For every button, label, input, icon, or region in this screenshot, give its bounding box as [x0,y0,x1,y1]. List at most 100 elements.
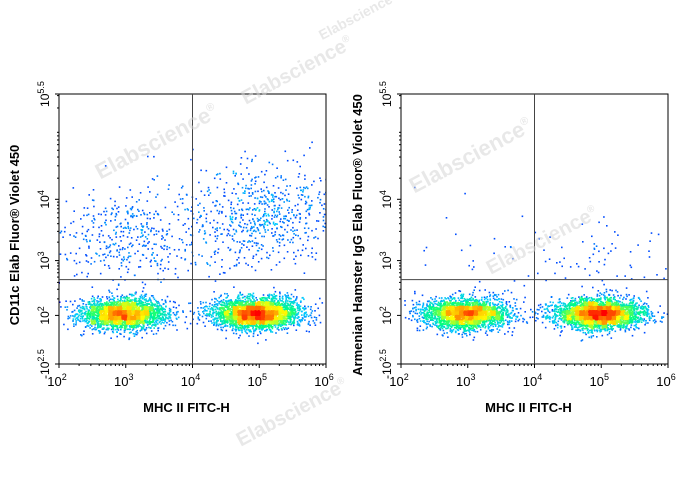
event-dot-992 [274,204,276,207]
event-dot-245 [98,226,100,229]
event-dot-497 [310,252,313,254]
event-dot-702 [132,244,134,246]
event-dot-2720 [110,303,113,305]
event-dot-1425 [272,196,274,198]
event-dot-4885 [234,313,237,316]
event-dot-2514 [284,308,286,310]
event-dot-1367 [203,306,206,308]
event-dot-627 [313,316,316,318]
event-dot-4409 [276,317,279,319]
event-dot-1237 [264,229,266,231]
event-dot-2669 [220,312,222,314]
event-dot-237 [139,266,142,268]
event-dot-52 [103,332,106,335]
event-dot-715 [144,245,146,247]
event-dot-259 [86,207,89,209]
event-dot-4064 [266,303,269,305]
event-dot-539 [225,166,228,169]
event-dot-2851 [290,312,293,315]
event-dot-621 [286,328,288,330]
event-dot-415 [298,173,301,175]
event-dot-1841 [97,301,99,304]
event-dot-1254 [259,224,262,227]
event-dot-1500 [262,328,264,330]
event-dot-1343 [297,324,300,326]
event-dot-3650 [276,322,279,325]
event-dot-467 [233,188,235,190]
event-dot-1922 [292,316,294,318]
event-dot-709 [146,213,149,216]
event-dot-1902 [249,295,251,298]
event-dot-158 [86,230,88,233]
event-dot-828 [239,225,241,227]
event-dot-2221 [100,305,102,307]
event-dot-776 [74,236,77,238]
event-dot-699 [155,243,157,246]
event-dot-1763 [295,314,298,316]
event-dot-1807 [93,304,96,306]
event-dot-916 [295,234,297,236]
event-dot-1294 [257,229,260,232]
event-dot-138 [83,207,86,209]
event-dot-1247 [274,214,276,217]
event-dot-3192 [289,312,292,315]
event-dot-1994 [123,300,125,303]
event-dot-4807 [246,320,248,322]
event-dot-2163 [282,301,285,303]
event-dot-2691 [268,326,270,329]
event-dot-1437 [164,320,166,323]
event-dot-544 [307,235,310,238]
event-dot-979 [215,204,217,207]
event-dot-78 [186,327,189,330]
event-dot-1488 [241,329,243,332]
event-dot-2617 [288,317,290,320]
event-dot-731 [189,244,191,246]
event-dot-848 [313,237,315,239]
event-dot-762 [145,244,147,247]
event-dot-944 [216,237,218,240]
event-dot-98 [274,290,277,293]
event-dot-850 [254,214,256,216]
event-dot-2793 [134,324,137,327]
event-dot-134 [146,200,149,202]
event-dot-1205 [253,220,255,223]
event-dot-3334 [119,305,121,307]
event-dot-239 [171,235,173,238]
event-dot-1404 [309,206,311,209]
event-dot-623 [220,294,222,297]
event-dot-919 [274,177,277,179]
event-dot-1442 [153,322,156,324]
event-dot-2001 [137,326,139,328]
event-dot-3594 [131,306,133,308]
event-dot-406 [242,214,244,216]
event-dot-4466 [142,314,145,316]
event-dot-2296 [223,304,226,307]
event-dot-889 [305,200,307,203]
event-dot-1362 [202,307,204,309]
event-dot-256 [142,287,145,289]
event-dot-110 [279,291,281,294]
event-dot-4314 [101,318,103,321]
event-dot-1158 [129,207,132,210]
event-dot-1486 [211,322,213,324]
event-dot-3869 [125,302,128,304]
event-dot-4806 [255,303,257,306]
event-dot-576 [168,320,171,322]
event-dot-1011 [215,200,218,202]
event-dot-1796 [237,300,240,302]
event-dot-495 [240,217,243,219]
event-dot-460 [296,209,299,211]
event-dot-4976 [115,306,118,308]
event-dot-2007 [130,300,133,302]
event-dot-3218 [231,308,234,311]
event-dot-393 [301,249,304,252]
event-dot-483 [257,261,260,263]
event-dot-634 [278,329,280,331]
event-dot-470 [296,187,298,190]
event-dot-1410 [272,194,274,197]
event-dot-2092 [95,321,98,323]
event-dot-1236 [278,207,280,209]
event-dot-142 [78,261,81,264]
event-dot-183 [104,264,106,266]
event-dot-1287 [209,192,212,194]
